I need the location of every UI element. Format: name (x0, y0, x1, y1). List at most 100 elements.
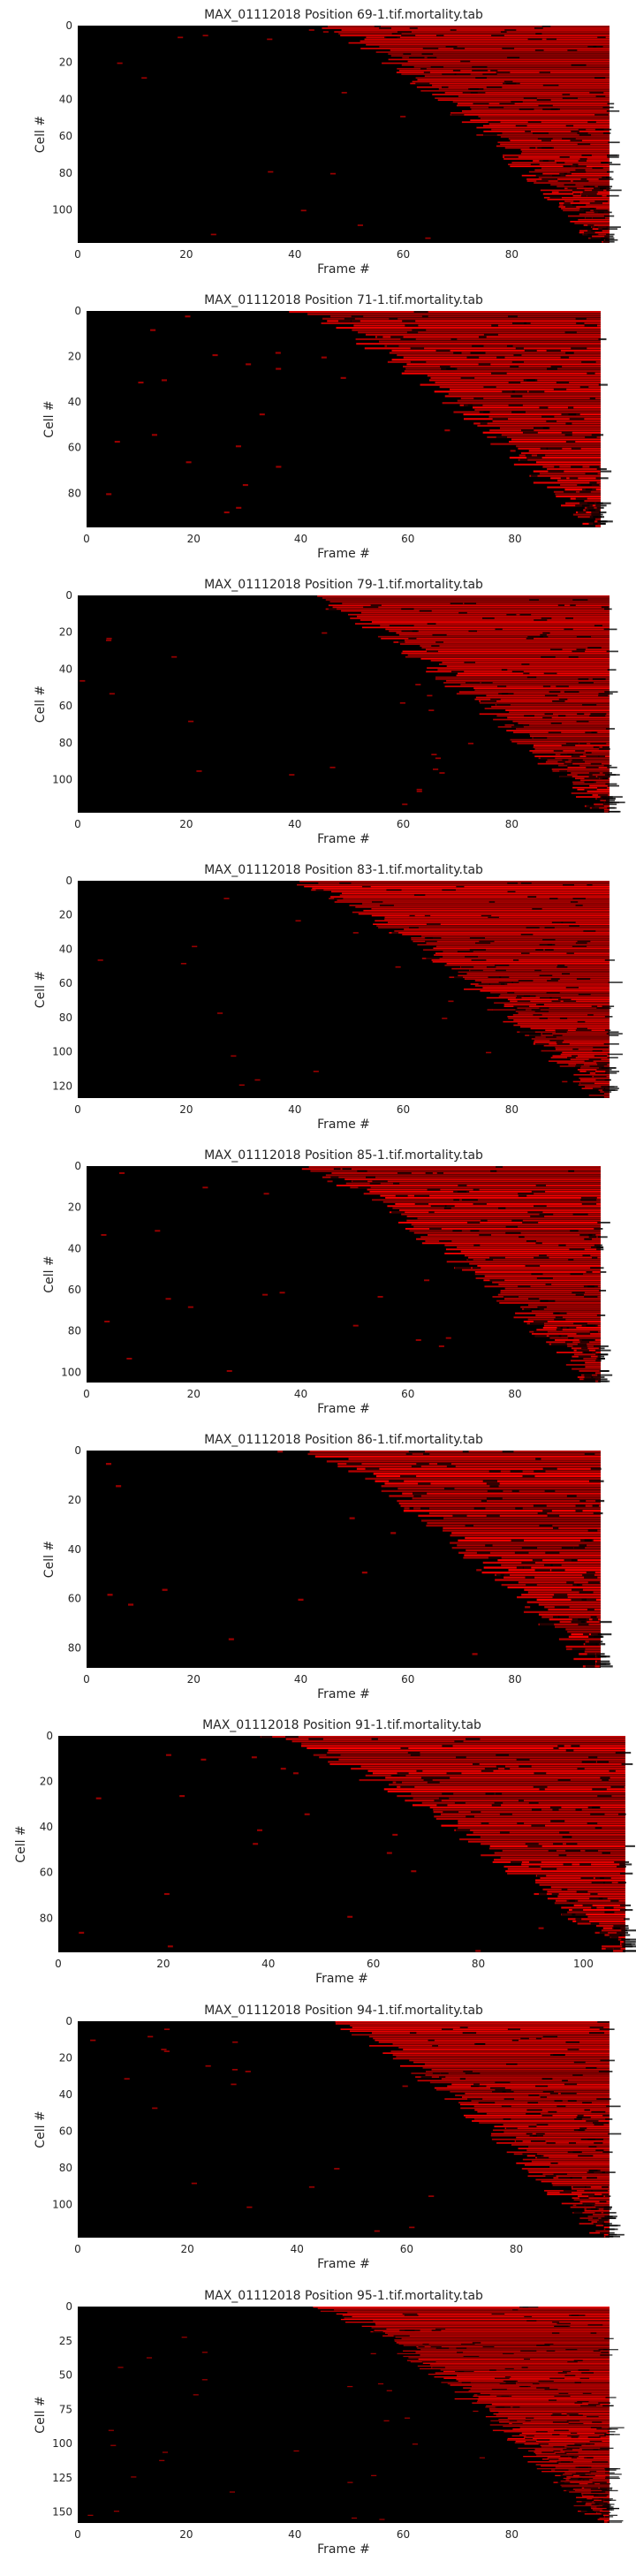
heatmap-gap (569, 1248, 585, 1251)
heatmap-gap (598, 1380, 610, 1383)
heatmap-gap (581, 193, 597, 195)
heatmap-speck (416, 790, 422, 792)
heatmap-gap (609, 163, 621, 166)
heatmap-gap (587, 194, 602, 197)
heatmap-row (543, 1044, 610, 1047)
chart-title: MAX_01112018 Position 71-1.tif.mortality… (204, 293, 483, 307)
heatmap-gap (594, 1244, 602, 1246)
heatmap-row (603, 1093, 610, 1095)
heatmap-gap (594, 2432, 607, 2434)
heatmap-gap (587, 506, 594, 509)
heatmap-gap (585, 216, 593, 219)
heatmap-gap (516, 1758, 530, 1761)
heatmap-row (435, 676, 610, 678)
heatmap-gap (401, 34, 416, 37)
heatmap-gap (528, 1866, 541, 1868)
heatmap-row (470, 2389, 610, 2390)
heatmap-gap (531, 1824, 546, 1827)
heatmap-speck (347, 2385, 353, 2388)
heatmap-row (300, 1745, 625, 1747)
heatmap-gap (564, 184, 576, 186)
heatmap-gap (430, 2345, 442, 2348)
heatmap-row (366, 36, 610, 39)
heatmap-gap (594, 2142, 603, 2144)
heatmap-gap (526, 2133, 533, 2135)
heatmap-gap (507, 57, 520, 59)
heatmap-row (397, 1795, 625, 1798)
heatmap-gap (546, 38, 556, 41)
heatmap-row (454, 2391, 610, 2393)
heatmap-gap (597, 186, 613, 188)
heatmap-gap (530, 2140, 546, 2142)
heatmap-gap (540, 996, 552, 999)
heatmap-gap (525, 1843, 539, 1845)
heatmap-row (573, 2199, 610, 2201)
heatmap-gap (559, 770, 567, 772)
heatmap-gap (557, 998, 572, 1001)
y-tick-label: 0 (65, 589, 72, 602)
heatmap-gap (482, 73, 497, 75)
heatmap-row (335, 2023, 610, 2025)
heatmap-gap (495, 2081, 511, 2084)
heatmap-gap (503, 2118, 511, 2120)
heatmap-gap (520, 952, 530, 954)
heatmap-gap (563, 165, 572, 168)
heatmap-row (520, 1306, 601, 1308)
heatmap-row (355, 623, 610, 625)
heatmap-gap (556, 2322, 571, 2324)
heatmap-row (519, 1026, 610, 1028)
heatmap-row (389, 1495, 601, 1497)
y-tick-label: 25 (59, 2335, 72, 2347)
heatmap-speck (109, 693, 115, 695)
heatmap-gap (593, 522, 606, 525)
heatmap-speck (431, 754, 437, 755)
heatmap-row (532, 737, 610, 739)
heatmap-gap (599, 2487, 613, 2489)
heatmap-row (489, 1845, 625, 1847)
heatmap-gap (397, 31, 412, 33)
heatmap-speck (97, 959, 103, 961)
heatmap-row (472, 2402, 610, 2404)
heatmap-row (528, 1304, 601, 1307)
heatmap-gap (505, 2382, 516, 2383)
heatmap-speck (427, 694, 433, 697)
heatmap-row (474, 408, 601, 411)
heatmap-gap (496, 72, 511, 73)
heatmap-row (352, 1180, 601, 1183)
heatmap-row (541, 2471, 610, 2473)
heatmap-gap (596, 2098, 611, 2100)
heatmap-gap (549, 898, 558, 899)
heatmap-gap (429, 1228, 442, 1230)
heatmap-row (541, 167, 610, 170)
heatmap-gap (595, 128, 612, 131)
heatmap-gap (502, 2090, 514, 2093)
heatmap-gap (595, 1643, 606, 1646)
heatmap-gap (590, 762, 602, 765)
heatmap-row (404, 640, 610, 641)
heatmap-gap (481, 914, 492, 917)
heatmap-speck (165, 1754, 171, 1756)
heatmap-gap (389, 317, 398, 320)
heatmap-gap (593, 2122, 610, 2124)
heatmap-row (515, 1011, 610, 1012)
heatmap-row (432, 84, 610, 87)
heatmap-gap (420, 2076, 432, 2078)
heatmap-gap (534, 1205, 547, 1208)
heatmap-row (383, 1788, 625, 1791)
heatmap-row (332, 606, 610, 609)
heatmap-gap (483, 333, 498, 336)
heatmap-row (500, 1292, 601, 1294)
heatmap-row (507, 1868, 625, 1870)
heatmap-gap (588, 1635, 602, 1638)
heatmap-gap (539, 72, 551, 73)
heatmap-row (384, 345, 601, 347)
heatmap-gap (594, 77, 606, 80)
heatmap-gap (538, 2380, 554, 2382)
heatmap-gap (597, 1761, 610, 1763)
heatmap-gap (461, 1199, 478, 1201)
heatmap-row (536, 2454, 610, 2456)
heatmap-row (466, 1833, 625, 1836)
heatmap-row (411, 1224, 601, 1226)
heatmap-row (560, 2484, 610, 2486)
heatmap-gap (478, 363, 491, 366)
